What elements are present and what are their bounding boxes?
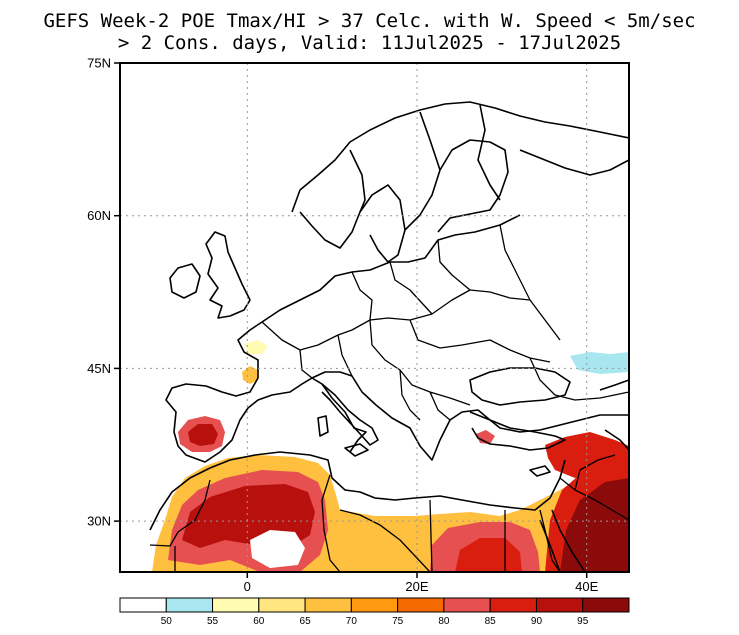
country-borders bbox=[261, 224, 629, 421]
lat-axis: 75N 60N 45N 30N bbox=[87, 56, 120, 529]
caspian-coast bbox=[599, 379, 629, 451]
lon-axis: 0 20E 40E bbox=[244, 572, 599, 594]
shading-france-north bbox=[244, 340, 268, 354]
scandinavia-borders bbox=[349, 104, 501, 213]
lon-label-40e: 40E bbox=[575, 579, 598, 594]
lon-label-0: 0 bbox=[244, 579, 251, 594]
colorbar-swatch bbox=[582, 597, 630, 613]
colorbar-label: 55 bbox=[207, 616, 219, 627]
shading-iberia-core bbox=[188, 424, 218, 446]
ireland-coast bbox=[169, 263, 201, 299]
colorbar-label: 85 bbox=[485, 616, 497, 627]
colorbar-label: 50 bbox=[161, 616, 173, 627]
colorbar-label: 75 bbox=[392, 616, 404, 627]
black-sea-coast bbox=[469, 367, 571, 406]
colorbar-swatch bbox=[304, 597, 352, 613]
lat-label-45n: 45N bbox=[87, 361, 111, 376]
shading-france bbox=[242, 366, 258, 384]
italy-coast bbox=[321, 383, 379, 446]
colorbar-swatch bbox=[258, 597, 306, 613]
colorbar-swatch bbox=[165, 597, 214, 613]
red-sea-coast bbox=[539, 509, 586, 572]
lat-label-30n: 30N bbox=[87, 514, 111, 529]
map-title-line-1: GEFS Week-2 POE Tmax/HI > 37 Celc. with … bbox=[43, 10, 696, 32]
lon-label-20e: 20E bbox=[405, 579, 428, 594]
colorbar-swatch bbox=[397, 597, 445, 613]
lat-label-60n: 60N bbox=[87, 208, 111, 223]
north-africa-coast bbox=[149, 451, 566, 531]
shading-caspian bbox=[570, 352, 629, 374]
graticule bbox=[120, 63, 629, 572]
colorbar-label: 60 bbox=[253, 616, 265, 627]
colorbar: 50 55 60 65 70 75 80 85 90 95 bbox=[119, 597, 630, 627]
colorbar-label: 80 bbox=[438, 616, 450, 627]
sardinia-coast bbox=[317, 415, 329, 437]
map-title-line-2: > 2 Cons. days, Valid: 11Jul2025 - 17Jul… bbox=[117, 32, 622, 54]
great-britain-coast bbox=[205, 231, 251, 319]
colorbar-label: 65 bbox=[300, 616, 312, 627]
north-africa-borders bbox=[149, 454, 629, 572]
colorbar-swatch bbox=[350, 597, 399, 613]
colorbar-swatch bbox=[489, 597, 537, 613]
shading-turkey-west bbox=[476, 430, 495, 444]
kola-coast bbox=[519, 149, 629, 176]
colorbar-swatch bbox=[443, 597, 491, 613]
colorbar-label: 70 bbox=[346, 616, 358, 627]
lat-label-75n: 75N bbox=[87, 56, 111, 71]
shading-arabia-core bbox=[560, 478, 629, 572]
shading-north-africa-white-gap bbox=[250, 530, 305, 568]
colorbar-label: 90 bbox=[531, 616, 543, 627]
cyprus-coast bbox=[529, 465, 551, 477]
sicily-coast bbox=[344, 443, 369, 457]
continental-coast bbox=[165, 214, 629, 463]
anatolia-coast bbox=[469, 411, 566, 451]
colorbar-label: 95 bbox=[577, 616, 589, 627]
probability-shading bbox=[152, 340, 629, 572]
coastlines-and-borders bbox=[149, 101, 629, 572]
colorbar-swatch bbox=[119, 597, 167, 613]
scandinavia-coast bbox=[291, 101, 629, 263]
map-area bbox=[120, 63, 629, 572]
colorbar-swatch bbox=[535, 597, 584, 613]
map-frame bbox=[119, 62, 630, 573]
colorbar-swatch bbox=[212, 597, 260, 613]
